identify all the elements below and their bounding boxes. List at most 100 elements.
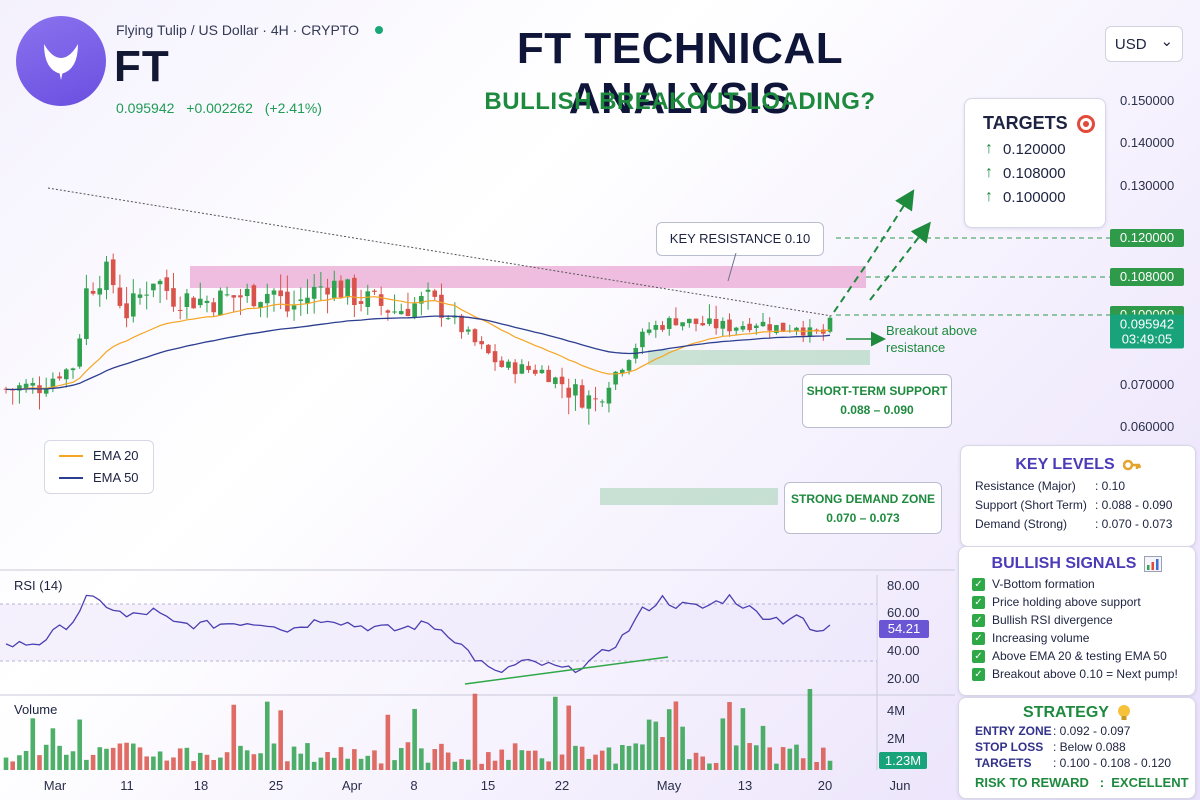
candle-body [97,288,103,295]
volume-bar [633,743,639,770]
volume-bar [204,754,210,770]
bar-chart-icon [1144,556,1163,572]
candle-body [774,325,779,333]
volume-bar [157,751,163,770]
signal-item: ✓ Breakout above 0.10 = Next pump! [972,667,1195,681]
checkbox-icon: ✓ [972,595,985,609]
targets-card: TARGETS ↑ 0.120000 ↑ 0.108000 ↑ 0.100000 [964,98,1106,228]
candle-body [419,296,424,304]
volume-bar [63,754,69,770]
callout-pointer [727,253,737,282]
candle-body [398,311,404,315]
breakout-note: Breakout above resistance [886,322,977,356]
time-tick: Mar [44,778,67,793]
candle-body [244,288,250,297]
candle-body [331,280,337,298]
candle-body [164,277,170,291]
candle-body [432,290,438,297]
symbol-desc-text: Flying Tulip / US Dollar · 4H · CRYPTO [116,22,359,38]
volume-bar [97,747,103,770]
volume-bar [191,761,196,770]
time-tick: 15 [481,778,495,793]
volume-bar [653,721,659,770]
candle-body [110,259,116,286]
strategy-value: : 0.092 - 0.097 [1053,724,1131,738]
candle-body [747,323,752,331]
volume-tick-4m: 4M [887,703,905,718]
candle-body [673,318,679,326]
breakout-arrow-1 [833,189,915,313]
volume-bar [184,747,190,770]
price-tick: 0.130000 [1120,178,1174,193]
volume-bar [392,760,397,770]
candle-body [70,368,76,371]
volume-bar [177,748,183,770]
signals-title-row: BULLISH SIGNALS [959,555,1195,573]
volume-bar [137,747,143,770]
volume-bar [258,753,263,770]
last-price: 0.095942 [116,100,175,116]
volume-bar [43,744,49,770]
candle-body [593,398,598,400]
ema-legend: EMA 20 EMA 50 [44,440,154,494]
volume-bar [666,709,672,770]
currency-selector[interactable]: USD ⌄ [1105,26,1183,62]
volume-bar [311,761,317,770]
candle-body [117,287,123,306]
volume-bar [412,708,417,770]
candle-body [827,317,833,332]
volume-bar [439,743,444,770]
arrow-up-icon: ↑ [985,140,993,157]
candle-body [177,309,183,311]
volume-bar [700,756,706,770]
key-levels-card: KEY LEVELS Resistance (Major): 0.10 Supp… [960,445,1196,547]
candle-body [197,298,203,306]
candle-body [218,290,223,316]
breakout-note-line2: resistance [886,340,946,355]
lightbulb-icon [1117,705,1130,720]
page-title: FT TECHNICAL ANALYSIS [516,24,844,123]
candle-body [459,315,464,333]
chevron-down-icon: ⌄ [1160,33,1174,50]
candle-body [700,323,706,326]
candle-body [258,302,263,309]
volume-bar [646,719,652,770]
volume-bar [465,759,471,770]
key-icon [1122,459,1141,471]
level-tag-text: 0.108000 [1120,269,1174,284]
rsi-current-value: 54.21 [888,621,921,636]
candle-body [814,329,819,331]
candle-body [606,387,612,404]
candle-body [90,290,96,294]
key-resistance-callout: KEY RESISTANCE 0.10 [656,222,824,256]
rsi-current-tag [879,620,929,638]
volume-bar [733,745,739,770]
candle-body [264,293,270,304]
time-tick: Jun [890,778,911,793]
candle-body [599,401,605,403]
volume-bar [385,714,391,770]
volume-bar [84,759,89,770]
candle-body [807,327,813,337]
price-summary: 0.095942 +0.002262 (+2.41%) [116,100,330,116]
strategy-value: : 0.100 - 0.108 - 0.120 [1053,756,1172,770]
ema50-line [5,315,831,391]
signal-item: ✓ Bullish RSI divergence [972,613,1195,627]
legend-ema20-text: EMA 20 [93,448,139,463]
volume-bar [713,762,719,770]
volume-bar [110,747,116,770]
volume-bar [546,761,551,770]
candle-body [579,385,585,408]
candle-body [291,305,297,310]
level-tag [1110,268,1184,286]
volume-bar [298,753,304,770]
candle-body [445,318,451,320]
target-value-3: 0.100000 [1003,188,1066,206]
volume-bar [419,748,424,770]
volume-bar [754,745,759,770]
volume-bar [70,751,76,770]
strategy-key: STOP LOSS [975,740,1044,754]
candle-body [506,361,511,368]
volume-bar [405,742,411,770]
